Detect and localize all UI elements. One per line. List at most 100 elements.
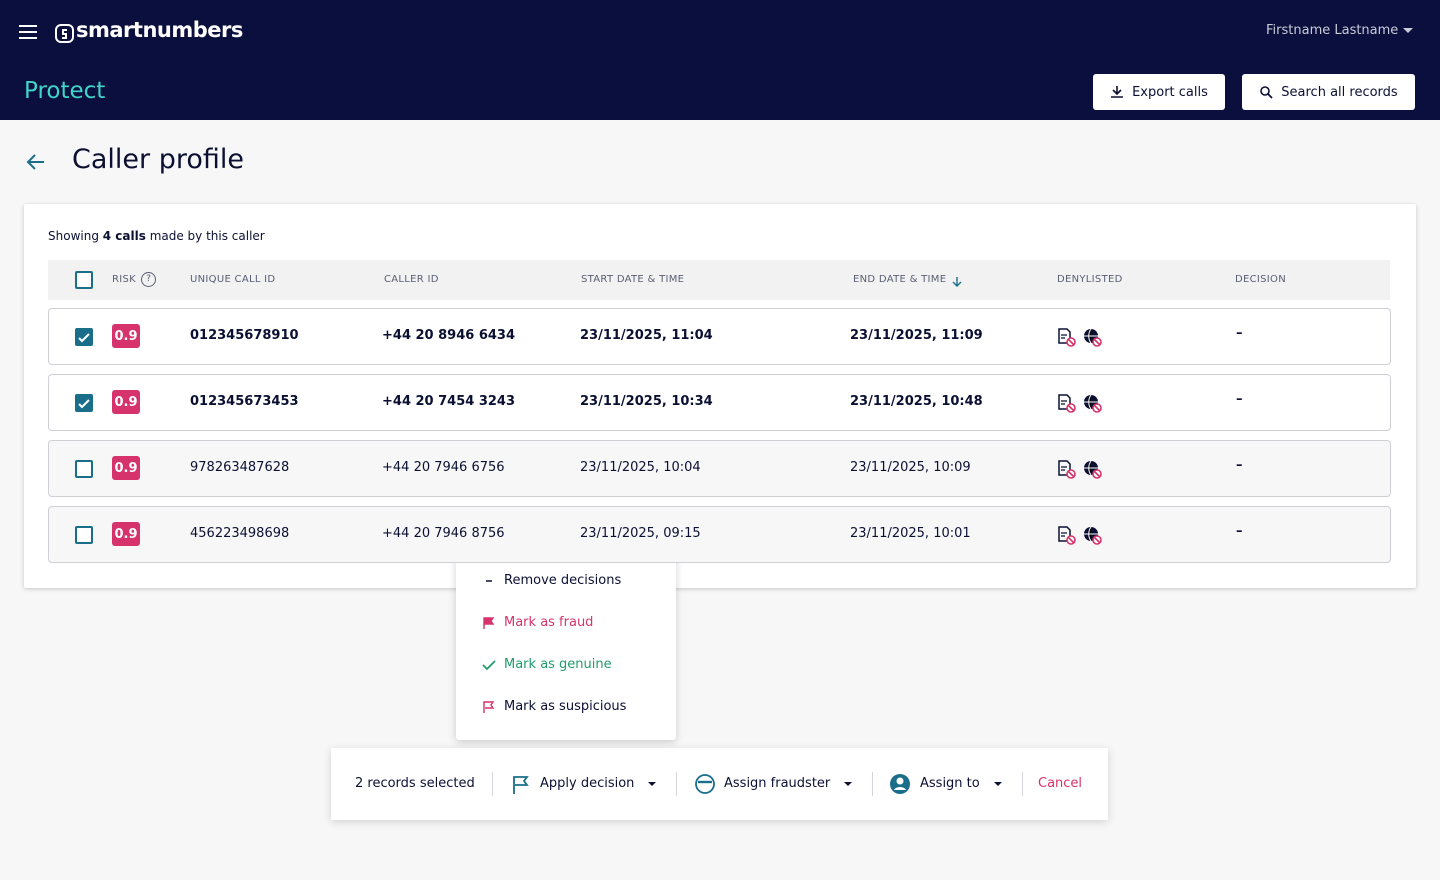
page-title: Caller profile [72, 144, 244, 175]
decision: – [1236, 524, 1243, 539]
menu-item[interactable]: Mark as fraud [504, 615, 594, 630]
caller-id: +44 20 7946 8756 [382, 526, 505, 541]
column-header: DENYLISTED [1057, 274, 1123, 285]
remove-icon [486, 580, 492, 582]
column-header: END DATE & TIME [853, 274, 947, 285]
summary: Showing 4 calls made by this caller [48, 229, 265, 243]
help-icon: ? [141, 272, 156, 287]
caret [1403, 28, 1414, 33]
search-button[interactable]: Search all records [1242, 74, 1415, 110]
table-header [48, 260, 1390, 300]
end-time: 23/11/2025, 10:09 [850, 460, 971, 475]
check-glyph [78, 333, 90, 343]
row-checkbox[interactable] [75, 460, 93, 478]
fraud-flag-icon [483, 617, 495, 629]
selection-count: 2 records selected [355, 776, 475, 791]
start-time: 23/11/2025, 09:15 [580, 526, 701, 541]
decision: – [1236, 458, 1243, 473]
user-name: Firstname Lastname [1266, 23, 1399, 38]
sort-arrow [952, 277, 962, 287]
check-glyph [78, 399, 90, 409]
divider [492, 772, 493, 796]
user-menu[interactable]: Firstname Lastname [1266, 23, 1414, 38]
cancel-button[interactable]: Cancel [1038, 776, 1083, 791]
action-label: Assign fraudster [724, 776, 831, 791]
call-id: 012345678910 [190, 328, 299, 343]
table-row[interactable] [48, 374, 1391, 431]
end-time: 23/11/2025, 11:09 [850, 328, 983, 343]
caller-id: +44 20 7946 6756 [382, 460, 505, 475]
table-row[interactable] [48, 308, 1391, 365]
check-icon [482, 660, 496, 671]
logo-icon [55, 24, 74, 43]
summary-count: 4 calls [102, 229, 146, 243]
divider [676, 772, 677, 796]
divider [872, 772, 873, 796]
person-icon [890, 774, 910, 794]
column-header: DECISION [1235, 274, 1286, 285]
start-time: 23/11/2025, 10:04 [580, 460, 701, 475]
search-icon [1260, 86, 1273, 99]
column-header: START DATE & TIME [581, 274, 685, 285]
action-label: Apply decision [540, 776, 635, 791]
menu-item[interactable]: Mark as genuine [504, 657, 612, 672]
menu-item[interactable]: Remove decisions [504, 573, 622, 588]
denylist-icons [1056, 459, 1104, 479]
product-name: Protect [24, 78, 106, 104]
deny-glyph [1058, 394, 1076, 413]
deny-glyph [1058, 328, 1076, 347]
export-button[interactable]: Export calls [1093, 74, 1225, 110]
summary-prefix: Showing [48, 229, 99, 243]
button-label: Search all records [1281, 84, 1398, 100]
column-header: RISK [112, 274, 137, 285]
risk-badge: 0.9 [112, 390, 140, 414]
table-row[interactable] [48, 440, 1391, 497]
end-time: 23/11/2025, 10:01 [850, 526, 971, 541]
decision: – [1236, 392, 1243, 407]
deny-glyph [1058, 526, 1076, 545]
end-time: 23/11/2025, 10:48 [850, 394, 983, 409]
row-checkbox[interactable] [75, 394, 93, 412]
caller-id: +44 20 8946 6434 [382, 328, 516, 343]
brand: smartnumbers [76, 18, 243, 42]
start-time: 23/11/2025, 11:04 [580, 328, 713, 343]
column-header: CALLER ID [384, 274, 439, 285]
denylist-icons [1056, 393, 1104, 413]
fraudster-icon [695, 774, 715, 794]
deny-glyph [1058, 460, 1076, 479]
call-id: 456223498698 [190, 526, 290, 541]
flag-icon [513, 776, 529, 794]
suspicious-flag-icon [483, 701, 495, 713]
divider [1022, 772, 1023, 796]
menu-item[interactable]: Mark as suspicious [504, 699, 627, 714]
globe-glyph [1084, 526, 1102, 545]
summary-suffix: made by this caller [149, 229, 265, 243]
call-id: 012345673453 [190, 394, 299, 409]
download-icon [1111, 86, 1124, 98]
caret [994, 782, 1002, 786]
assign-fraudster-button[interactable]: Assign fraudster [724, 776, 830, 791]
button-label: Export calls [1132, 84, 1208, 100]
apply-decision-button[interactable]: Apply decision [540, 776, 634, 791]
action-bar [331, 748, 1108, 820]
column-header: UNIQUE CALL ID [190, 274, 276, 285]
select-all-checkbox[interactable] [75, 271, 93, 289]
caret [648, 782, 656, 786]
table-row[interactable] [48, 506, 1391, 563]
denylist-icons [1056, 327, 1104, 347]
row-checkbox[interactable] [75, 328, 93, 346]
assign-to-button[interactable]: Assign to [920, 776, 980, 791]
row-checkbox[interactable] [75, 526, 93, 544]
denylist-icons [1056, 525, 1104, 545]
help-glyph: ? [146, 274, 151, 284]
decision: – [1236, 326, 1243, 341]
menu-icon[interactable] [18, 24, 38, 40]
globe-glyph [1084, 394, 1102, 413]
action-label: Assign to [920, 776, 980, 791]
risk-badge: 0.9 [112, 456, 140, 480]
risk-badge: 0.9 [112, 522, 140, 546]
call-id: 978263487628 [190, 460, 290, 475]
back-arrow[interactable] [26, 153, 46, 171]
